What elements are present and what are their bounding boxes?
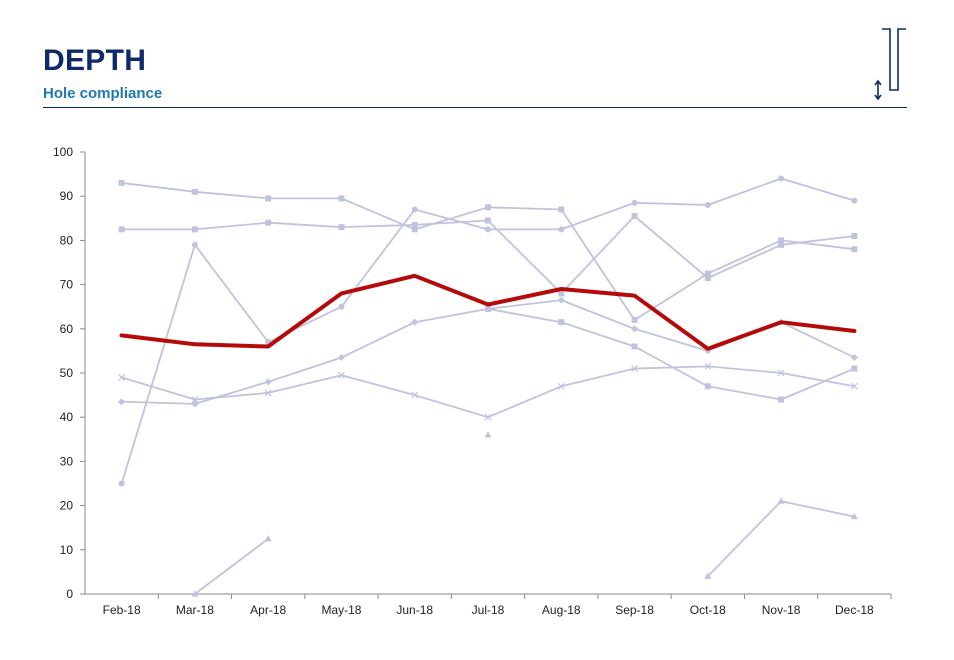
x-tick-label: Dec-18: [835, 603, 874, 617]
series-line: [487, 308, 856, 401]
depth-hole-icon: [874, 28, 906, 101]
series-line-highlight: [119, 273, 857, 351]
y-tick-label: 50: [60, 366, 74, 380]
point: [118, 373, 126, 381]
point: [850, 512, 858, 520]
series-line: [120, 182, 856, 321]
point: [118, 480, 125, 487]
point: [777, 497, 785, 504]
point: [338, 224, 345, 231]
point: [485, 217, 491, 224]
y-tick-label: 30: [60, 454, 74, 468]
point: [265, 195, 272, 202]
point: [851, 232, 858, 239]
point: [704, 383, 711, 390]
point: [191, 226, 198, 233]
point: [191, 241, 198, 248]
point: [631, 365, 638, 373]
point: [338, 371, 345, 379]
point: [337, 354, 345, 362]
point: [778, 237, 785, 244]
point: [264, 534, 272, 542]
point: [778, 175, 785, 182]
point: [704, 274, 711, 281]
point: [631, 325, 639, 333]
point: [631, 316, 638, 323]
point: [265, 219, 272, 226]
point: [704, 362, 712, 370]
point: [631, 343, 638, 350]
point: [557, 382, 565, 390]
page-title: DEPTH: [43, 44, 147, 77]
point: [558, 226, 565, 233]
point: [118, 179, 125, 186]
point: [558, 206, 565, 213]
x-tick-label: Sep-18: [615, 603, 654, 617]
series-line: [194, 500, 856, 595]
x-tick-label: Apr-18: [250, 603, 286, 617]
x-tick-label: Nov-18: [762, 603, 801, 617]
point: [631, 199, 638, 206]
point: [704, 270, 711, 277]
point: [264, 389, 272, 397]
y-tick-label: 0: [66, 587, 73, 601]
point: [411, 206, 418, 213]
x-tick-label: Aug-18: [542, 603, 581, 617]
point: [338, 303, 345, 310]
point: [704, 202, 711, 209]
point: [191, 590, 199, 597]
y-tick-label: 40: [60, 410, 74, 424]
point: [411, 221, 418, 228]
point: [704, 572, 712, 579]
point: [850, 354, 858, 362]
point: [778, 396, 785, 403]
point: [850, 382, 858, 390]
header-divider: [43, 107, 907, 108]
point: [484, 431, 492, 438]
point: [484, 413, 492, 421]
point: [118, 398, 126, 406]
y-tick-label: 80: [60, 233, 74, 247]
point: [264, 378, 272, 386]
point: [851, 246, 858, 253]
page-subtitle: Hole compliance: [43, 85, 163, 102]
point: [485, 226, 491, 233]
point: [411, 391, 419, 399]
point: [851, 365, 858, 372]
point: [338, 195, 345, 202]
series-line: [120, 365, 856, 419]
y-tick-label: 100: [53, 145, 73, 159]
series-line: [120, 177, 856, 485]
point: [851, 197, 858, 204]
point: [485, 305, 491, 312]
x-tick-label: Jun-18: [396, 603, 433, 617]
y-tick-label: 60: [60, 322, 74, 336]
x-tick-label: Feb-18: [103, 603, 141, 617]
x-tick-label: Mar-18: [176, 603, 214, 617]
x-tick-label: Oct-18: [690, 603, 726, 617]
y-tick-label: 10: [60, 543, 74, 557]
point: [411, 226, 418, 233]
point: [191, 396, 199, 403]
point: [191, 188, 198, 195]
point: [557, 296, 565, 304]
point: [778, 241, 785, 248]
y-tick-label: 90: [60, 189, 74, 203]
series-line: [120, 299, 856, 405]
point: [118, 226, 125, 233]
y-tick-label: 20: [60, 499, 74, 513]
point: [631, 213, 638, 220]
x-tick-label: May-18: [321, 603, 361, 617]
point: [558, 319, 565, 326]
y-tick-label: 70: [60, 278, 74, 292]
point: [558, 290, 565, 297]
point: [191, 400, 199, 408]
point: [485, 204, 491, 211]
point: [777, 369, 785, 377]
x-tick-label: Jul-18: [472, 603, 505, 617]
point: [411, 318, 419, 326]
